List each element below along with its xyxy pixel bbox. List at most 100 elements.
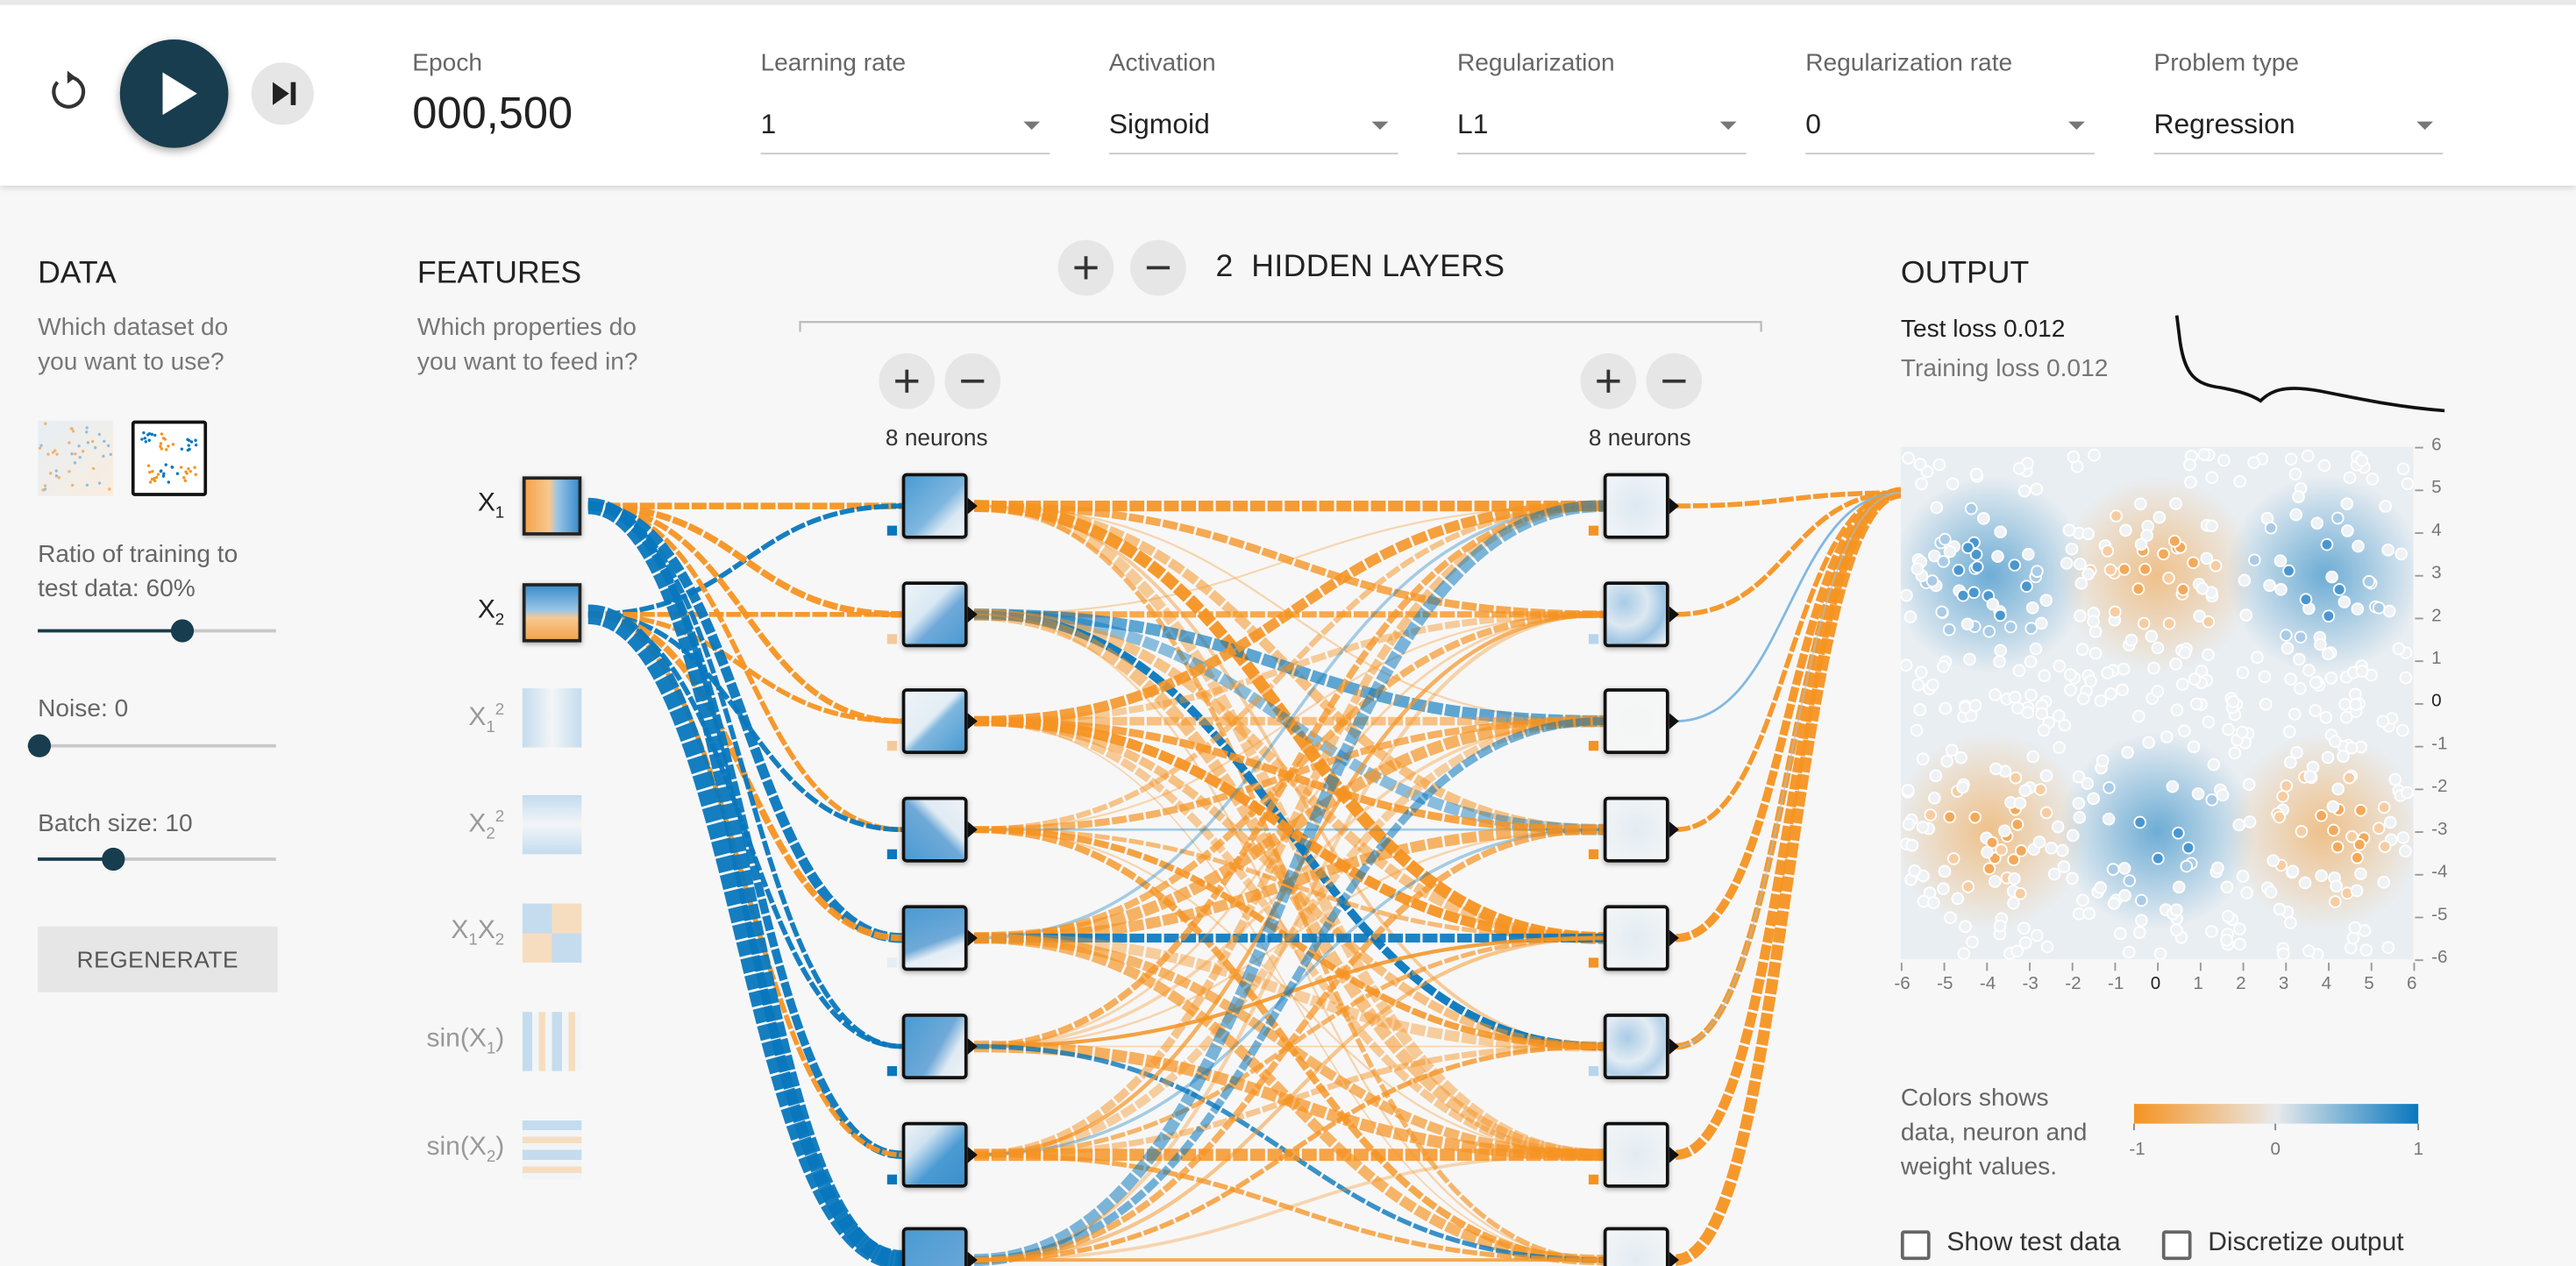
add-layer-button[interactable] <box>1057 239 1114 296</box>
weight-link[interactable] <box>974 612 1604 1262</box>
neuron-layer1-2[interactable] <box>901 581 968 648</box>
legend-text-line: weight values. <box>1900 1153 2058 1182</box>
feature-label: sin(X1) <box>426 1025 505 1059</box>
slider-handle[interactable] <box>102 847 125 871</box>
feature-toggle[interactable] <box>522 1012 582 1071</box>
activation-select[interactable]: Sigmoid <box>1108 100 1398 155</box>
weight-link[interactable] <box>974 717 1604 1264</box>
neuron-layer2-6[interactable] <box>1603 1014 1669 1080</box>
regenerate-button[interactable]: REGENERATE <box>38 926 278 992</box>
weight-link[interactable] <box>587 501 902 943</box>
neuron-layer1-5[interactable] <box>901 905 968 971</box>
weight-link[interactable] <box>974 501 1604 727</box>
weight-link[interactable] <box>974 504 1604 940</box>
neuron-output-arrow <box>967 497 978 515</box>
step-button[interactable] <box>251 62 314 125</box>
regularization-select[interactable]: L1 <box>1456 100 1747 155</box>
weight-link[interactable] <box>974 1043 1604 1262</box>
y-tick: -1 <box>2431 734 2448 755</box>
neuron-layer2-4[interactable] <box>1603 796 1669 863</box>
feature-label: X22 <box>468 807 505 844</box>
neuron-layer1-7[interactable] <box>901 1121 968 1188</box>
dataset-thumb-multigaussian[interactable] <box>131 420 208 496</box>
weight-link[interactable] <box>1676 491 1901 722</box>
neuron-output-arrow <box>967 1038 978 1055</box>
neuron-layer1-8[interactable] <box>901 1227 968 1266</box>
neuron-layer1-4[interactable] <box>901 796 968 863</box>
checkbox-box[interactable] <box>2161 1230 2192 1261</box>
weight-link[interactable] <box>974 935 1604 1262</box>
neuron-layer1-1[interactable] <box>901 473 968 539</box>
regularization-rate-select[interactable]: 0 <box>1805 100 2095 155</box>
weight-link[interactable] <box>974 505 1604 615</box>
y-tick: 4 <box>2431 520 2442 541</box>
ratio-slider[interactable] <box>38 618 276 644</box>
neuron-output-arrow <box>967 606 978 623</box>
slider-handle[interactable] <box>170 619 195 643</box>
weight-link[interactable] <box>974 613 1604 831</box>
dataset-thumb-plane[interactable] <box>38 420 114 496</box>
neuron-bias <box>886 634 898 644</box>
step-forward-icon <box>273 82 296 105</box>
feature-toggle[interactable] <box>522 583 582 643</box>
y-tick-mark <box>2415 788 2423 791</box>
learning-rate-select[interactable]: 1 <box>760 100 1050 155</box>
neuron-layer1-3[interactable] <box>901 688 968 755</box>
neuron-layer2-1[interactable] <box>1603 473 1669 539</box>
color-scale-legend <box>2133 1104 2420 1131</box>
ratio-label-line: test data: 60% <box>38 574 196 603</box>
weight-link[interactable] <box>587 503 902 1049</box>
weight-link[interactable] <box>974 1152 1604 1262</box>
weight-link[interactable] <box>1675 487 1902 1160</box>
weight-link[interactable] <box>587 502 902 724</box>
weight-link[interactable] <box>974 502 1604 1050</box>
problem-type-select[interactable]: Regression <box>2153 100 2444 155</box>
weight-link[interactable] <box>974 500 1604 1266</box>
features-question-line: Which properties do <box>416 313 637 342</box>
play-icon <box>162 72 197 116</box>
weight-link[interactable] <box>587 502 902 618</box>
weight-link[interactable] <box>974 502 1604 833</box>
y-tick-mark <box>2415 745 2423 748</box>
remove-layer-button[interactable] <box>1130 239 1186 296</box>
weight-link[interactable] <box>587 611 902 1049</box>
play-button[interactable] <box>119 39 229 148</box>
reset-icon[interactable] <box>43 68 92 117</box>
feature-label: X1X2 <box>451 916 505 950</box>
neuron-bias <box>1588 634 1599 644</box>
neuron-layer2-2[interactable] <box>1603 581 1669 648</box>
feature-toggle[interactable] <box>522 903 582 964</box>
neuron-bias <box>886 525 898 536</box>
remove-neuron-layer2-button[interactable] <box>1646 352 1703 409</box>
weight-link[interactable] <box>974 826 1604 1263</box>
weight-link[interactable] <box>587 604 903 1266</box>
batch-size-slider[interactable] <box>38 846 276 872</box>
weight-link[interactable] <box>1676 490 1901 509</box>
weight-link[interactable] <box>974 1153 1604 1262</box>
neuron-layer2-8[interactable] <box>1603 1227 1669 1266</box>
neuron-layer1-6[interactable] <box>901 1014 968 1080</box>
weight-link[interactable] <box>974 716 1604 1160</box>
feature-toggle[interactable] <box>522 1120 582 1180</box>
feature-toggle[interactable] <box>522 688 582 748</box>
weight-link[interactable] <box>1676 490 1901 617</box>
weight-link[interactable] <box>974 829 1604 1048</box>
feature-toggle[interactable] <box>522 794 582 855</box>
neuron-layer2-5[interactable] <box>1603 905 1669 971</box>
output-heatmap[interactable] <box>1900 446 2414 960</box>
weight-link[interactable] <box>1676 491 1901 1048</box>
y-tick: 3 <box>2431 563 2442 584</box>
neuron-layer2-7[interactable] <box>1603 1121 1669 1188</box>
weight-link[interactable] <box>1675 487 1902 1266</box>
weight-link[interactable] <box>974 501 1604 619</box>
remove-neuron-layer1-button[interactable] <box>944 352 1001 409</box>
checkbox-box[interactable] <box>1900 1230 1931 1261</box>
noise-slider[interactable] <box>27 733 276 759</box>
slider-handle[interactable] <box>27 734 52 757</box>
add-neuron-layer2-button[interactable] <box>1580 352 1637 409</box>
add-neuron-layer1-button[interactable] <box>879 352 936 409</box>
neuron-layer2-3[interactable] <box>1603 688 1669 755</box>
feature-label: X2 <box>477 596 505 629</box>
feature-toggle[interactable] <box>522 476 582 536</box>
plus-icon <box>1074 256 1098 280</box>
